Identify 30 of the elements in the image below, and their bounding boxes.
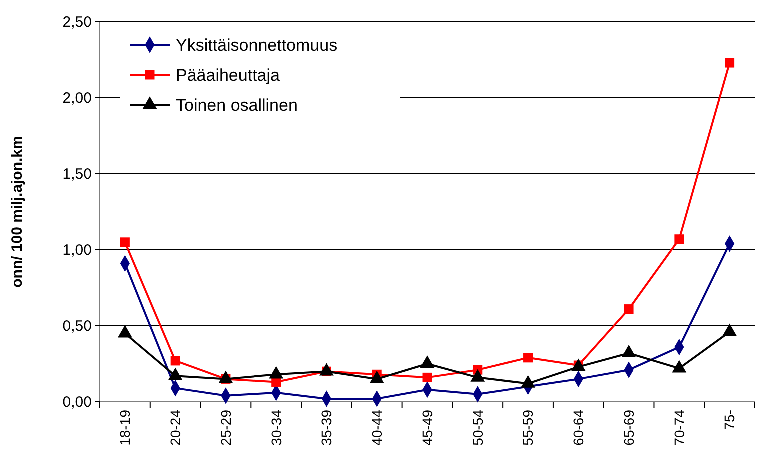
point <box>524 353 534 363</box>
x-tick-label: 65-69 <box>620 410 637 446</box>
point <box>170 356 180 366</box>
legend-label: Toinen osallinen <box>176 96 298 115</box>
point <box>624 304 634 314</box>
x-tick-label: 60-64 <box>570 410 587 446</box>
y-tick-label: 2,00 <box>62 90 92 107</box>
y-tick-label: 0,50 <box>62 318 92 335</box>
y-tick-label: 1,50 <box>62 166 92 183</box>
x-tick-label: 18-19 <box>117 410 134 446</box>
x-tick-label: 25-29 <box>218 410 234 446</box>
y-tick-label: 0,00 <box>62 394 92 411</box>
x-tick-label: 30-34 <box>268 410 284 446</box>
point <box>120 238 130 248</box>
x-tick-label: 35-39 <box>318 410 335 446</box>
legend-label: Yksittäisonnettomuus <box>176 36 338 55</box>
x-tick-label: 45-49 <box>419 410 436 446</box>
point <box>422 372 432 382</box>
y-axis-title: onn/ 100 milj.ajon.km <box>9 136 26 288</box>
y-tick-label: 1,00 <box>62 242 92 259</box>
x-tick-label: 55-59 <box>520 410 536 446</box>
x-tick-label: 70-74 <box>671 410 688 446</box>
y-tick-label: 2,50 <box>62 14 92 31</box>
point <box>674 234 684 244</box>
x-tick-label: 20-24 <box>167 410 184 446</box>
legend-label: Pääaiheuttaja <box>176 66 281 85</box>
x-tick-label: 50-54 <box>470 410 486 446</box>
x-tick-label: 40-44 <box>369 410 386 446</box>
x-tick-label: 75- <box>722 410 738 430</box>
point <box>725 58 735 68</box>
